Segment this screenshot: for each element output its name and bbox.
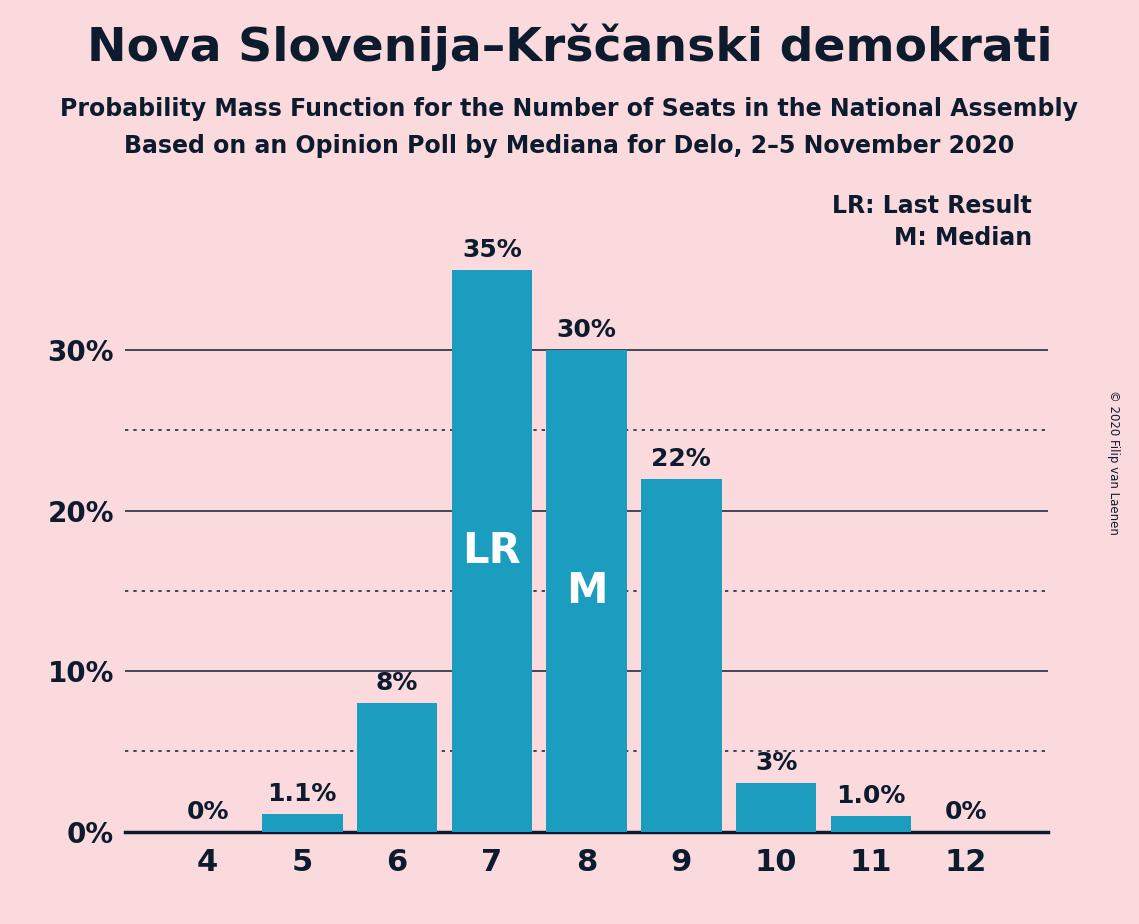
Text: 35%: 35% xyxy=(462,237,522,261)
Bar xyxy=(736,784,817,832)
Bar xyxy=(357,703,437,832)
Text: Nova Slovenija–Krščanski demokrati: Nova Slovenija–Krščanski demokrati xyxy=(87,23,1052,70)
Text: LR: LR xyxy=(462,529,522,572)
Text: M: M xyxy=(566,570,607,612)
Bar xyxy=(547,350,626,832)
Bar xyxy=(451,270,532,832)
Text: 0%: 0% xyxy=(944,799,986,823)
Text: Probability Mass Function for the Number of Seats in the National Assembly: Probability Mass Function for the Number… xyxy=(60,97,1079,121)
Text: 22%: 22% xyxy=(652,446,711,470)
Text: © 2020 Filip van Laenen: © 2020 Filip van Laenen xyxy=(1107,390,1121,534)
Text: M: Median: M: Median xyxy=(894,226,1032,250)
Text: 8%: 8% xyxy=(376,671,418,695)
Text: Based on an Opinion Poll by Mediana for Delo, 2–5 November 2020: Based on an Opinion Poll by Mediana for … xyxy=(124,134,1015,158)
Bar xyxy=(830,816,911,832)
Text: 1.1%: 1.1% xyxy=(268,782,337,806)
Text: 0%: 0% xyxy=(187,799,229,823)
Text: 30%: 30% xyxy=(557,318,616,342)
Text: LR: Last Result: LR: Last Result xyxy=(833,194,1032,218)
Bar xyxy=(262,814,343,832)
Bar xyxy=(641,479,722,832)
Text: 1.0%: 1.0% xyxy=(836,784,906,808)
Text: 3%: 3% xyxy=(755,751,797,775)
